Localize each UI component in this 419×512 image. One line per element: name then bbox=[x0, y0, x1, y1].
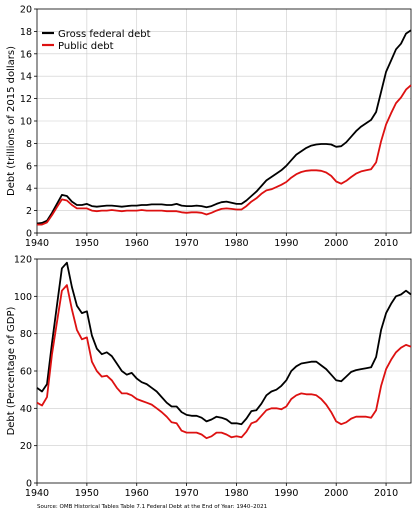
legend: Gross federal debt Public debt bbox=[42, 29, 151, 52]
top-grid bbox=[37, 9, 411, 233]
bottom-xtick-label: 1970 bbox=[175, 488, 199, 499]
bottom-ticks: 0 20 40 60 80 100 120 1940 1950 1960 1970 1980 1990 2… bbox=[14, 255, 398, 500]
top-ytick-label: 2 bbox=[26, 206, 32, 217]
bottom-chart: 0 20 40 60 80 100 120 1940 1950 1960 1970 1980 1990 2… bbox=[6, 255, 412, 500]
bottom-xtick-label: 1990 bbox=[274, 488, 298, 499]
top-xtick-label: 1990 bbox=[274, 238, 298, 249]
top-ytick-label: 18 bbox=[20, 27, 32, 38]
top-ytick-label: 8 bbox=[26, 139, 32, 150]
bottom-ytick-label: 60 bbox=[20, 367, 32, 378]
top-xtick-label: 1970 bbox=[175, 238, 199, 249]
top-ticks: 0 2 4 6 8 10 12 14 16 18 20 1940 1950 1960 1970 1980 199… bbox=[20, 5, 398, 250]
top-ytick-label: 16 bbox=[20, 49, 32, 60]
legend-gross-label: Gross federal debt bbox=[58, 29, 151, 40]
top-chart: 0 2 4 6 8 10 12 14 16 18 20 1940 1950 1960 1970 1980 199… bbox=[6, 5, 412, 250]
top-xtick-label: 2010 bbox=[374, 238, 398, 249]
top-ytick-label: 12 bbox=[20, 94, 32, 105]
top-xtick-label: 1940 bbox=[25, 238, 49, 249]
bottom-xtick-label: 1960 bbox=[125, 488, 149, 499]
top-ytick-label: 14 bbox=[20, 72, 32, 83]
top-ytick-label: 10 bbox=[20, 117, 32, 128]
top-series bbox=[36, 29, 412, 226]
top-xtick-label: 1980 bbox=[224, 238, 248, 249]
bottom-public-debt-line bbox=[36, 284, 412, 440]
bottom-ytick-label: 120 bbox=[14, 255, 32, 266]
top-ytick-label: 6 bbox=[26, 161, 32, 172]
top-xtick-label: 1960 bbox=[125, 238, 149, 249]
top-xtick-label: 1950 bbox=[75, 238, 99, 249]
top-ytick-label: 0 bbox=[26, 229, 32, 240]
bottom-xtick-label: 2010 bbox=[374, 488, 398, 499]
top-ytick-label: 4 bbox=[26, 184, 32, 195]
bottom-xtick-label: 1940 bbox=[25, 488, 49, 499]
bottom-ytick-label: 40 bbox=[20, 404, 32, 415]
top-y-axis-label: Debt (trillions of 2015 dollars) bbox=[6, 46, 17, 196]
bottom-ytick-label: 0 bbox=[26, 479, 32, 490]
bottom-y-axis-label: Debt (Percentage of GDP) bbox=[6, 306, 17, 435]
top-public-debt-line bbox=[37, 84, 412, 226]
bottom-series bbox=[36, 261, 412, 440]
bottom-ytick-label: 20 bbox=[20, 441, 32, 452]
top-gross-debt-line bbox=[36, 29, 412, 225]
bottom-xtick-label: 1950 bbox=[75, 488, 99, 499]
bottom-xtick-label: 2000 bbox=[324, 488, 348, 499]
top-xtick-label: 2000 bbox=[324, 238, 348, 249]
top-ytick-label: 20 bbox=[20, 5, 32, 16]
bottom-ytick-label: 80 bbox=[20, 329, 32, 340]
bottom-ytick-label: 100 bbox=[14, 292, 32, 303]
bottom-gross-debt-line bbox=[36, 261, 412, 426]
source-note: Source: OMB Historical Tables Table 7.1 … bbox=[37, 504, 267, 510]
bottom-xtick-label: 1980 bbox=[224, 488, 248, 499]
legend-public-label: Public debt bbox=[58, 41, 114, 52]
